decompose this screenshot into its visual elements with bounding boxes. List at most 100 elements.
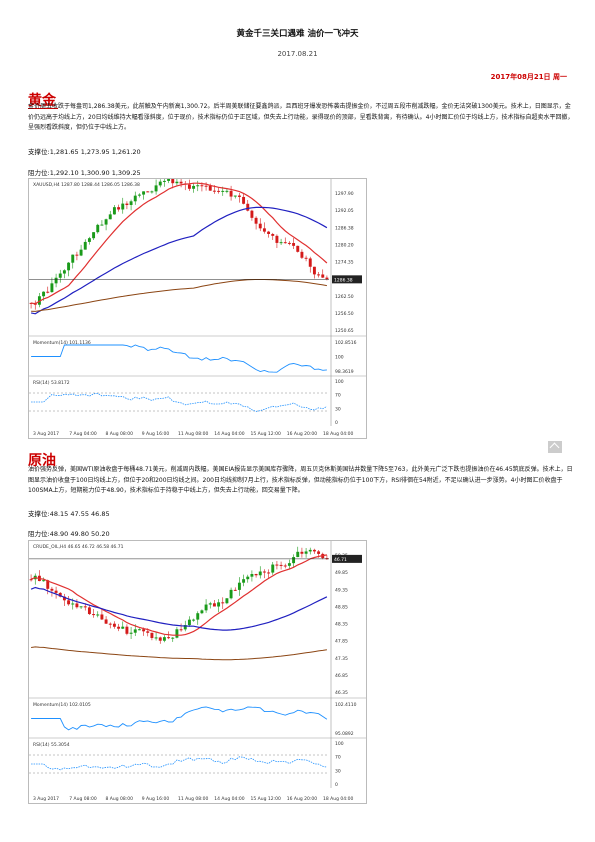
- candle-body: [92, 614, 96, 616]
- time-tick-label: 9 Aug 16:00: [142, 796, 170, 802]
- gold-resistance: 阻力位:1,292.10 1,300.90 1,309.25: [28, 169, 141, 177]
- candle-body: [246, 576, 250, 580]
- time-tick-label: 7 Aug 08:00: [69, 796, 97, 802]
- back-to-top-button[interactable]: [548, 441, 562, 453]
- candle-body: [54, 590, 58, 593]
- price-tick-label: 1292.05: [335, 208, 354, 214]
- gold-heading-rule: [28, 108, 58, 109]
- price-tick-label: 1297.90: [335, 191, 354, 197]
- rsi-tick-label: 0: [335, 782, 338, 788]
- oil-resistance: 阻力位:48.90 49.80 50.20: [28, 530, 110, 538]
- candle-body: [67, 262, 71, 271]
- candle-body: [83, 606, 87, 608]
- chart-header: XAUUSD,H4 1287.80 1288.44 1286.05 1286.3…: [33, 182, 140, 188]
- candle-body: [208, 603, 212, 605]
- candle-body: [167, 637, 171, 639]
- candle-body: [275, 235, 279, 243]
- time-tick-label: 18 Aug 04:00: [323, 431, 353, 437]
- time-tick-label: 3 Aug 2017: [33, 431, 59, 437]
- candle-body: [287, 242, 291, 244]
- candle-body: [117, 626, 121, 629]
- candle-body: [167, 176, 171, 181]
- candle-body: [179, 181, 183, 184]
- candle-body: [187, 184, 191, 189]
- momentum-line: [31, 706, 328, 731]
- candle-body: [308, 549, 312, 552]
- candle-body: [192, 619, 196, 621]
- candle-body: [237, 195, 241, 197]
- candle-body: [125, 203, 129, 205]
- candle-body: [75, 254, 79, 256]
- price-tick-label: 48.35: [335, 622, 348, 628]
- moving-average-brown: [31, 279, 327, 312]
- moving-average-brown: [31, 646, 327, 661]
- oil-support: 支撑位:48.15 47.55 46.85: [28, 510, 110, 518]
- candle-body: [212, 190, 216, 192]
- candle-body: [312, 549, 316, 552]
- candle-body: [283, 242, 287, 244]
- candle-body: [196, 185, 200, 187]
- rsi-line: [31, 756, 327, 771]
- candle-body: [158, 181, 162, 186]
- price-tick-label: 46.35: [335, 690, 348, 696]
- time-tick-label: 15 Aug 12:00: [251, 431, 281, 437]
- candle-body: [67, 600, 71, 605]
- price-tick-label: 48.85: [335, 604, 348, 610]
- current-price-label: 1286.38: [334, 277, 353, 283]
- candle-body: [117, 207, 121, 210]
- rsi-label: RSI(14) 55.3054: [33, 742, 70, 748]
- candle-body: [321, 274, 325, 278]
- candle-body: [312, 266, 316, 275]
- candle-body: [225, 190, 229, 192]
- rsi-tick-label: 100: [335, 379, 344, 385]
- doc-date-right: 2017年08月21日 周一: [490, 73, 567, 81]
- time-tick-label: 18 Aug 04:00: [323, 796, 353, 802]
- momentum-label: Momentum(14) 102.0105: [33, 702, 91, 708]
- candle-body: [62, 596, 66, 601]
- candle-body: [258, 223, 262, 229]
- candle-body: [287, 563, 291, 566]
- oil-heading: 原油: [28, 453, 56, 469]
- candle-body: [225, 598, 229, 604]
- candle-body: [229, 190, 233, 197]
- moving-average-red: [30, 182, 328, 305]
- momentum-tick-label: 98.3619: [335, 369, 354, 375]
- oil-text: 油价强势反弹，美国WTI原油收盘于每桶48.71美元，削减周内跌幅，美国EIA报…: [28, 466, 573, 494]
- time-tick-label: 9 Aug 16:00: [142, 431, 170, 437]
- rsi-tick-label: 100: [335, 741, 344, 747]
- candle-body: [296, 551, 300, 558]
- candle-body: [300, 551, 304, 554]
- candle-body: [87, 238, 91, 242]
- candle-body: [133, 195, 137, 202]
- candle-body: [142, 629, 146, 632]
- rsi-tick-label: 70: [335, 393, 341, 399]
- time-tick-label: 16 Aug 20:00: [287, 796, 317, 802]
- candle-body: [292, 557, 296, 564]
- gold-chart: XAUUSD,H4 1287.80 1288.44 1286.05 1286.3…: [28, 173, 367, 439]
- momentum-tick-label: 102.8516: [335, 340, 357, 346]
- candle-body: [300, 251, 304, 258]
- candle-body: [279, 242, 283, 244]
- moving-average-blue: [30, 206, 328, 315]
- candle-body: [254, 573, 258, 576]
- momentum-tick-label: 102.4110: [335, 702, 357, 708]
- candle-body: [50, 283, 54, 293]
- candle-body: [79, 249, 83, 256]
- moving-average-red: [30, 554, 328, 636]
- price-tick-label: 1286.38: [335, 225, 354, 231]
- gold-support: 支撑位:1,281.65 1,273.95 1,261.20: [28, 148, 141, 156]
- oil-chart-svg: CRUDE_OIL,H4 46.65 46.72 46.58 46.7150.3…: [29, 541, 366, 802]
- candle-body: [267, 231, 271, 234]
- candle-body: [154, 637, 158, 639]
- candle-body: [104, 219, 108, 225]
- candle-body: [108, 214, 112, 220]
- candle-body: [162, 180, 166, 182]
- time-tick-label: 3 Aug 2017: [33, 796, 59, 802]
- candle-body: [204, 604, 208, 611]
- candle-body: [242, 579, 246, 583]
- price-tick-label: 49.35: [335, 587, 348, 593]
- candle-body: [83, 241, 87, 250]
- candle-body: [325, 558, 329, 560]
- candle-body: [175, 629, 179, 638]
- candle-body: [183, 625, 187, 630]
